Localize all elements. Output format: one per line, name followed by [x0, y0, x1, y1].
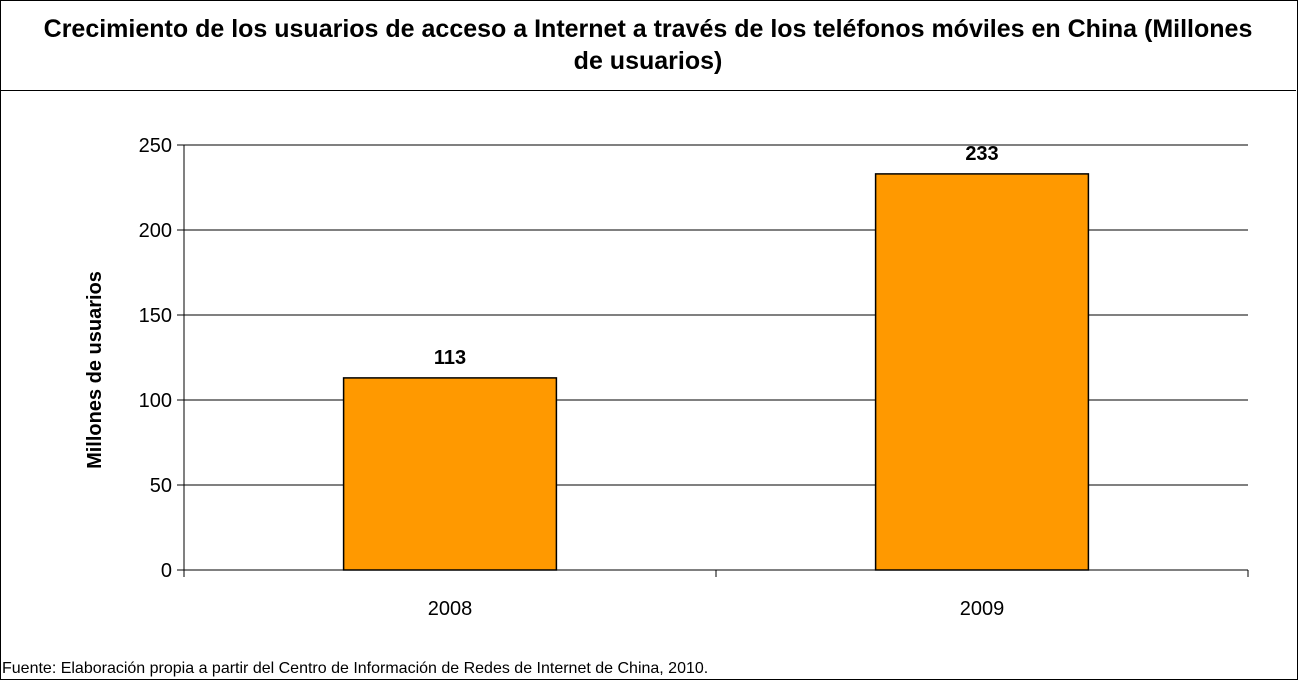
bars: [342, 173, 1090, 571]
y-tick-label-50: 50: [150, 475, 172, 497]
data-label-2008: 113: [434, 347, 466, 369]
data-label-2009: 233: [965, 143, 998, 165]
x-tick-label-2008: 2008: [428, 598, 473, 620]
labels: 0 50 100 150 200 250 113 2008 233 2009: [139, 135, 1005, 620]
axes: [177, 144, 1249, 577]
y-axis-label: Millones de usuarios: [84, 271, 106, 469]
y-tick-label-150: 150: [139, 305, 172, 327]
x-tick-label-2009: 2009: [960, 598, 1005, 620]
title-box: Crecimiento de los usuarios de acceso a …: [0, 0, 1296, 91]
y-tick-label-250: 250: [139, 135, 172, 157]
y-tick-label-100: 100: [139, 390, 172, 412]
y-tick-label-200: 200: [139, 220, 172, 242]
chart-title: Crecimiento de los usuarios de acceso a …: [43, 15, 1253, 75]
bar-2009: [874, 173, 1090, 571]
bar-2008: [342, 377, 558, 571]
y-tick-label-0: 0: [161, 560, 172, 582]
source-note: Fuente: Elaboración propia a partir del …: [2, 660, 709, 677]
